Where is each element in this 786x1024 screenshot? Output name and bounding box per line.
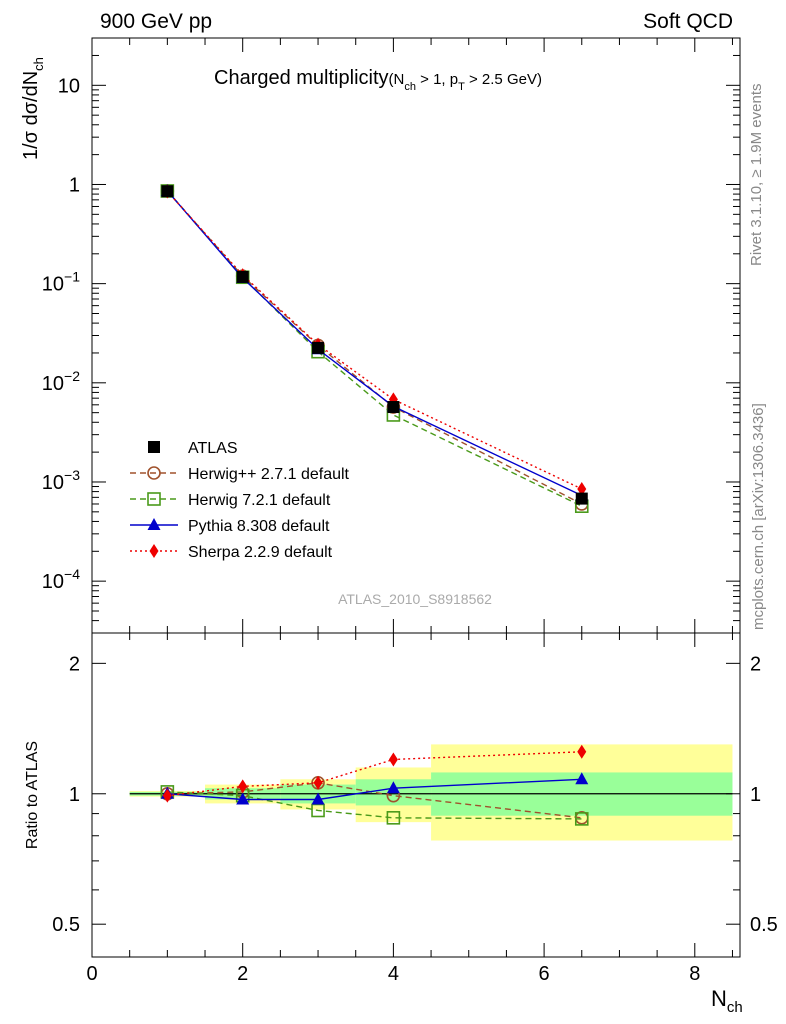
data-point: [236, 270, 249, 283]
ratio-series: [160, 744, 589, 826]
legend-label: Sherpa 2.2.9 default: [188, 544, 333, 561]
legend-label: Pythia 8.308 default: [188, 518, 330, 535]
ratio-panel: 2 2 1 1 0.5 0.5 0 2 4 6 8 Ratio to ATLAS Nch: [24, 632, 778, 1016]
main-y-tick-label-base: 10: [42, 274, 64, 296]
category-label: Soft QCD: [643, 10, 733, 33]
ratio-data-point: [236, 792, 250, 805]
main-y-tick-label-exp: −2: [64, 368, 80, 384]
ratio-series-sherpa-2-2-9-default: [162, 744, 587, 803]
ratio-data-point: [574, 812, 589, 826]
ratio-data-point: [386, 811, 401, 825]
main-y-tick-label-base: 10: [42, 472, 64, 494]
legend-label: Herwig++ 2.7.1 default: [188, 466, 350, 483]
main-series-atlas: [161, 185, 588, 505]
main-series-herwig-7-2-1-default: [160, 184, 589, 513]
ratio-data-point: [386, 781, 400, 794]
source-label: mcplots.cern.ch [arXiv:1306.3436]: [750, 403, 767, 630]
ratio-frame: [91, 632, 741, 958]
ratio-y-tick-label-left: 2: [69, 653, 80, 675]
legend-label: ATLAS: [188, 440, 238, 457]
legend-marker: [147, 466, 161, 480]
x-axis-label-sub: ch: [727, 999, 743, 1016]
main-y-tick-label: 10−4: [42, 566, 80, 593]
main-series-herwig-2-7-1-default: [160, 184, 589, 511]
chart-title: Charged multiplicity(Nch > 1, pT > 2.5 G…: [214, 67, 542, 93]
series-line: [166, 190, 583, 507]
rivet-version-label: Rivet 3.1.10, ≥ 1.9M events: [748, 84, 765, 267]
ratio-y-tick-label-right: 2: [750, 653, 761, 675]
main-y-tick-label-exp: −4: [64, 566, 80, 582]
chart-subtitle-mid: > 1, p: [416, 71, 458, 88]
chart-subtitle-close: > 2.5 GeV): [465, 71, 542, 88]
legend: ATLAS Herwig++ 2.7.1 default Herwig 7.2.1 …: [130, 440, 350, 561]
ratio-y-tick-label-right: 1: [750, 784, 761, 806]
legend-entry: ATLAS: [148, 440, 238, 457]
data-point: [577, 481, 587, 496]
data-point: [312, 341, 325, 354]
ratio-data-point: [162, 788, 172, 803]
ratio-y-tick-label-left: 1: [69, 784, 80, 806]
main-y-tick-label-base: 10: [42, 373, 64, 395]
legend-entry: Sherpa 2.2.9 default: [130, 544, 333, 561]
data-point: [575, 492, 588, 505]
main-y-axis-label-main: 1/σ dσ/dN: [20, 71, 42, 160]
legend-entry: Pythia 8.308 default: [130, 518, 330, 535]
main-y-tick-label: 10−2: [42, 368, 80, 395]
main-series: [160, 183, 589, 513]
main-y-tick-label: 10−3: [42, 467, 80, 494]
legend-label: Herwig 7.2.1 default: [188, 492, 331, 509]
chart-subtitle-psub: T: [458, 81, 465, 93]
energy-label: 900 GeV pp: [100, 10, 212, 33]
main-y-axis-label-sub: ch: [31, 57, 46, 71]
main-y-tick-label: 10: [58, 75, 80, 97]
ratio-data-point: [313, 775, 323, 790]
legend-entry: Herwig++ 2.7.1 default: [130, 466, 350, 483]
legend-marker: [147, 492, 161, 506]
analysis-id: ATLAS_2010_S8918562: [338, 591, 492, 607]
ratio-y-tick-label-right: 0.5: [750, 914, 778, 936]
ratio-y-axis-label: Ratio to ATLAS: [24, 741, 41, 849]
main-y-tick-label-base: 1: [69, 174, 80, 196]
ratio-axes: 2 2 1 1 0.5 0.5 0 2 4 6 8: [52, 632, 778, 985]
x-axis-label-main: N: [711, 986, 727, 1011]
x-tick-label: 6: [539, 963, 550, 985]
legend-marker: [149, 544, 159, 558]
ratio-series-line: [167, 791, 582, 820]
legend-marker: [148, 441, 160, 453]
x-tick-label: 4: [388, 963, 399, 985]
legend-marker: [147, 518, 161, 530]
x-tick-label: 8: [689, 963, 700, 985]
chart-subtitle-nsub: ch: [404, 81, 416, 93]
main-y-tick-label-exp: −3: [64, 467, 80, 483]
main-y-tick-label-base: 10: [42, 571, 64, 593]
data-point: [161, 185, 174, 198]
ratio-y-tick-label-left: 0.5: [52, 914, 80, 936]
main-y-tick-label-exp: −1: [64, 269, 80, 285]
ratio-data-point: [388, 752, 398, 767]
main-y-axis-label: 1/σ dσ/dNch: [20, 57, 46, 160]
chart-subtitle-open: (N: [389, 71, 405, 88]
x-axis-label: Nch: [711, 986, 743, 1016]
ratio-data-point: [238, 779, 248, 794]
ratio-data-point: [311, 792, 325, 805]
series-line: [166, 190, 583, 505]
data-point: [387, 401, 400, 414]
x-tick-label: 2: [237, 963, 248, 985]
x-tick-label: 0: [86, 963, 97, 985]
legend-entry: Herwig 7.2.1 default: [130, 492, 331, 509]
ratio-data-point: [575, 772, 589, 785]
main-y-tick-label-base: 10: [58, 75, 80, 97]
ratio-data-point: [577, 744, 587, 759]
main-y-tick-label: 10−1: [42, 269, 80, 296]
main-y-tick-label: 1: [69, 174, 80, 196]
chart-title-main: Charged multiplicity: [214, 67, 389, 89]
